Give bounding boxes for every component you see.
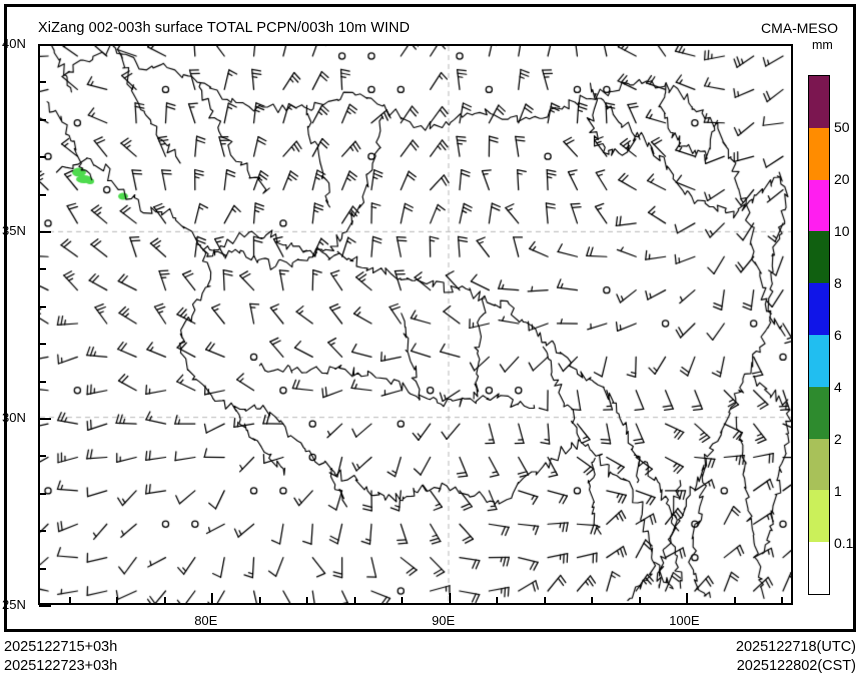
y-minor-tick: [39, 81, 46, 84]
colorbar-band-5: [809, 334, 829, 387]
x-axis-label-90E: 90E: [431, 613, 455, 628]
footer-left-line1: 2025122715+03h: [4, 639, 118, 655]
x-minor-tick: [591, 597, 594, 604]
x-minor-tick: [781, 597, 784, 604]
y-axis-label-35N: 35N: [2, 223, 26, 238]
x-minor-tick: [733, 597, 736, 604]
colorbar-tick-1: 1: [834, 483, 842, 499]
colorbar-band-1: [809, 127, 829, 180]
y-minor-tick: [39, 530, 46, 533]
colorbar-tick-6: 6: [834, 327, 842, 343]
colorbar-band-9: [809, 542, 829, 594]
colorbar-band-2: [809, 179, 829, 232]
colorbar-band-4: [809, 283, 829, 335]
colorbar-tick-0.1: 0.1: [834, 535, 854, 551]
x-minor-tick: [496, 597, 499, 604]
x-axis-label-80E: 80E: [194, 613, 218, 628]
y-minor-tick: [39, 156, 46, 159]
colorbar-tick-50: 50: [834, 119, 850, 135]
colorbar-tick-4: 4: [834, 379, 842, 395]
y-minor-tick: [39, 305, 46, 308]
colorbar-band-8: [809, 490, 829, 543]
y-minor-tick: [39, 118, 46, 121]
y-minor-tick: [39, 268, 46, 271]
y-axis-label-25N: 25N: [2, 597, 26, 612]
x-major-tick: [211, 593, 214, 604]
y-minor-tick: [39, 343, 46, 346]
x-minor-tick: [401, 597, 404, 604]
colorbar-tick-2: 2: [834, 431, 842, 447]
x-minor-tick: [638, 597, 641, 604]
colorbar-tick-10: 10: [834, 223, 850, 239]
footer-valid-times: 2025122718(UTC) 2025122802(CST): [736, 638, 856, 676]
y-minor-tick: [39, 455, 46, 458]
y-minor-tick: [39, 193, 46, 196]
y-axis-label-40N: 40N: [2, 36, 26, 51]
y-major-tick: [39, 605, 51, 607]
colorbar[interactable]: [808, 75, 830, 595]
y-minor-tick: [39, 492, 46, 495]
colorbar-unit-label: mm: [812, 38, 833, 52]
x-minor-tick: [306, 597, 309, 604]
footer-right-line2: 2025122802(CST): [736, 658, 856, 674]
y-major-tick: [39, 231, 51, 233]
x-minor-tick: [353, 597, 356, 604]
colorbar-tick-20: 20: [834, 171, 850, 187]
model-label: CMA-MESO: [761, 20, 838, 36]
x-minor-tick: [163, 597, 166, 604]
colorbar-band-7: [809, 438, 829, 491]
x-major-tick: [448, 593, 451, 604]
colorbar-band-0: [809, 76, 829, 128]
x-minor-tick: [116, 597, 119, 604]
footer-left-line2: 2025122723+03h: [4, 658, 118, 674]
x-minor-tick: [68, 597, 71, 604]
x-major-tick: [686, 593, 689, 604]
colorbar-tick-8: 8: [834, 275, 842, 291]
x-axis-label-100E: 100E: [669, 613, 700, 628]
y-major-tick: [39, 44, 51, 46]
map-plot-area[interactable]: [38, 44, 793, 605]
x-minor-tick: [258, 597, 261, 604]
x-minor-tick: [543, 597, 546, 604]
colorbar-band-3: [809, 231, 829, 284]
footer-right-line1: 2025122718(UTC): [735, 639, 856, 655]
y-minor-tick: [39, 567, 46, 570]
page-title: XiZang 002-003h surface TOTAL PCPN/003h …: [38, 20, 410, 36]
y-axis-label-30N: 30N: [2, 410, 26, 425]
y-minor-tick: [39, 380, 46, 383]
map-canvas[interactable]: [40, 46, 791, 603]
footer-init-times: 2025122715+03h 2025122723+03h: [4, 638, 117, 676]
colorbar-band-6: [809, 386, 829, 439]
y-major-tick: [39, 418, 51, 420]
